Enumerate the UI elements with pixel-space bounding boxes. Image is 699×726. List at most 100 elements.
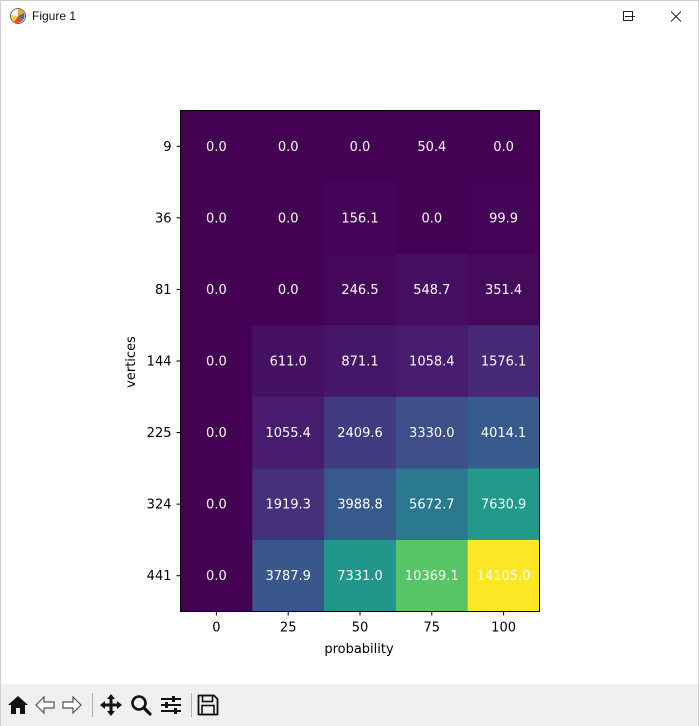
heatmap-cell [324, 468, 397, 541]
heatmap-cell [180, 468, 253, 541]
configure-subplots-button[interactable] [158, 692, 184, 718]
cell-value-label: 99.9 [489, 211, 518, 226]
save-button[interactable] [195, 692, 221, 718]
heatmap-cells: 0.0 0.0 0.0 50.4 0.0 0.0 0.0 156.1 0.0 99.9 0.0 0.0… [180, 110, 540, 612]
cell-value-label: 0.0 [206, 498, 227, 513]
cell-value-label: 3787.9 [265, 569, 311, 584]
y-tick-label: 9 [163, 140, 171, 155]
title-bar[interactable]: Figure 1 [1, 1, 698, 32]
cell-value-label: 0.0 [278, 140, 299, 155]
configure-subplots-icon [161, 696, 181, 714]
heatmap-cell [252, 110, 325, 183]
app-logo-icon [10, 8, 26, 24]
cell-value-label: 0.0 [206, 283, 227, 298]
cell-value-label: 14105.0 [477, 569, 531, 584]
cell-value-label: 0.0 [206, 569, 227, 584]
cell-value-label: 0.0 [206, 140, 227, 155]
cell-value-label: 1919.3 [265, 498, 311, 513]
back-button[interactable] [32, 692, 58, 718]
heatmap-cell [395, 468, 469, 541]
cell-value-label: 3988.8 [337, 498, 383, 513]
cell-value-label: 0.0 [421, 211, 442, 226]
cell-value-label: 1058.4 [409, 355, 455, 370]
heatmap-cell [324, 325, 397, 398]
heatmap-cell [180, 325, 253, 398]
cell-value-label: 0.0 [206, 211, 227, 226]
x-tick-label: 75 [424, 621, 441, 636]
cell-value-label: 0.0 [493, 140, 514, 155]
heatmap-cell [180, 253, 253, 326]
heatmap-cell [324, 182, 397, 255]
y-tick-label: 36 [155, 211, 172, 226]
x-tick-label: 25 [280, 621, 297, 636]
navigation-toolbar [1, 684, 698, 726]
cell-value-label: 0.0 [278, 283, 299, 298]
forward-button[interactable] [59, 692, 85, 718]
heatmap-cell [467, 182, 540, 255]
heatmap-cell [395, 182, 469, 255]
zoom-icon [131, 695, 152, 716]
heatmap-cell [324, 253, 397, 326]
home-icon [8, 696, 28, 714]
cell-value-label: 5672.7 [409, 498, 455, 513]
heatmap-cell [467, 539, 540, 612]
cell-value-label: 611.0 [270, 355, 307, 370]
heatmap-cell [395, 539, 469, 612]
close-icon [670, 11, 682, 22]
cell-value-label: 871.1 [341, 355, 378, 370]
heatmap-chart: 0.0 0.0 0.0 50.4 0.0 0.0 0.0 156.1 0.0 99.9 0.0 0.0… [124, 110, 540, 657]
heatmap-cell [252, 539, 325, 612]
heatmap-cell [467, 468, 540, 541]
y-tick-label: 225 [147, 426, 172, 441]
cell-value-label: 2409.6 [337, 426, 383, 441]
back-icon [35, 695, 55, 715]
heatmap-cell [467, 396, 540, 469]
y-tick-label: 441 [147, 569, 172, 584]
heatmap-cell [324, 539, 397, 612]
heatmap-cell [180, 396, 253, 469]
window-title: Figure 1 [32, 9, 77, 23]
cell-value-label: 246.5 [341, 283, 378, 298]
cell-value-label: 1576.1 [481, 355, 527, 370]
cell-value-label: 50.4 [417, 140, 446, 155]
axis-ticks: 0 25 50 75 100 9 36 81 144 225 324 441 [147, 140, 516, 636]
home-button[interactable] [5, 692, 31, 718]
heatmap-cell [180, 539, 253, 612]
heatmap-cell [395, 253, 469, 326]
heatmap-cell [252, 325, 325, 398]
heatmap-cell [252, 396, 325, 469]
heatmap-cell [180, 182, 253, 255]
heatmap-cell [180, 110, 253, 183]
cell-value-label: 351.4 [485, 283, 522, 298]
maximize-button[interactable] [623, 1, 699, 32]
cell-value-label: 156.1 [341, 211, 378, 226]
save-icon [197, 694, 219, 716]
x-tick-label: 0 [212, 621, 220, 636]
cell-value-label: 1055.4 [265, 426, 311, 441]
y-tick-label: 324 [147, 498, 172, 513]
cell-value-label: 0.0 [278, 211, 299, 226]
cell-value-label: 3330.0 [409, 426, 455, 441]
forward-icon [62, 695, 82, 715]
pan-button[interactable] [98, 692, 124, 718]
pan-icon [100, 694, 122, 716]
heatmap-cell [252, 182, 325, 255]
figure-canvas[interactable]: 0.0 0.0 0.0 50.4 0.0 0.0 0.0 156.1 0.0 99.9 0.0 0.0… [1, 32, 698, 684]
y-tick-label: 144 [147, 355, 172, 370]
cell-value-label: 0.0 [206, 426, 227, 441]
cell-value-label: 7331.0 [337, 569, 383, 584]
heatmap-cell [252, 468, 325, 541]
maximize-icon [623, 11, 633, 21]
cell-value-label: 7630.9 [481, 498, 527, 513]
minimize-button[interactable] [607, 1, 653, 32]
cell-value-label: 0.0 [350, 140, 371, 155]
heatmap-cell [324, 396, 397, 469]
cell-value-label: 4014.1 [481, 426, 527, 441]
heatmap-cell [467, 325, 540, 398]
zoom-button[interactable] [128, 692, 154, 718]
x-axis-label: probability [324, 642, 394, 657]
heatmap-cell [252, 253, 325, 326]
heatmap-cell [395, 110, 469, 183]
close-button[interactable] [653, 1, 699, 32]
